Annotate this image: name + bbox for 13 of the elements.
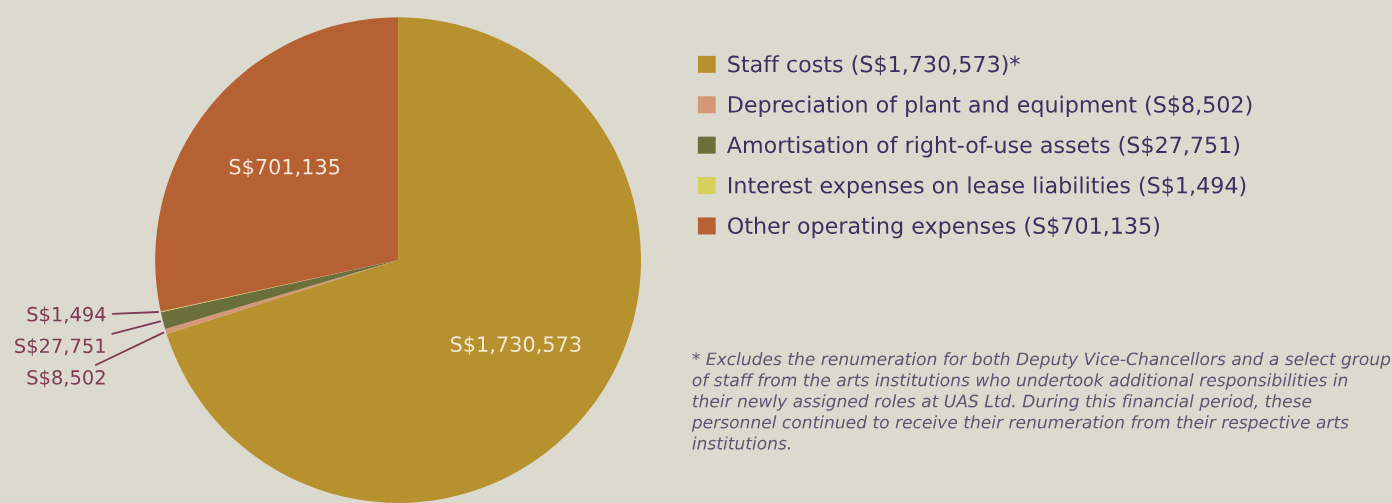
text: * Excludes the renumeration for both Deputy Vice-Chancellors and a select group of staff from the arts institutions who undertook additional responsibilities in their newly assigned roles at UAS Ltd. During this financial period, these personnel continued to receive their renumeration from their respective arts institutions. — [691, 352, 1391, 450]
legend-label: Amortisation of right-of-use assets (S$27,751) — [726, 136, 1240, 158]
legend-label: Other operating expenses (S$701,135) — [728, 216, 1159, 239]
data-label: S$27,751 — [15, 338, 105, 356]
data-label: S$701,135 — [229, 158, 340, 178]
data-label: S$1,730,573 — [450, 335, 581, 355]
data-label: S$1,494 — [27, 306, 106, 325]
legend-label: Interest expenses on lease liabilities (S$1,494) — [728, 176, 1246, 198]
data-label: S$8,502 — [27, 369, 105, 388]
legend-label: Depreciation of plant and equipment (S$8,502) — [728, 95, 1252, 118]
pie-slice — [155, 17, 399, 312]
pie-slice — [166, 17, 642, 503]
legend-label: Staff costs (S$1,730,573)* — [728, 55, 1020, 76]
